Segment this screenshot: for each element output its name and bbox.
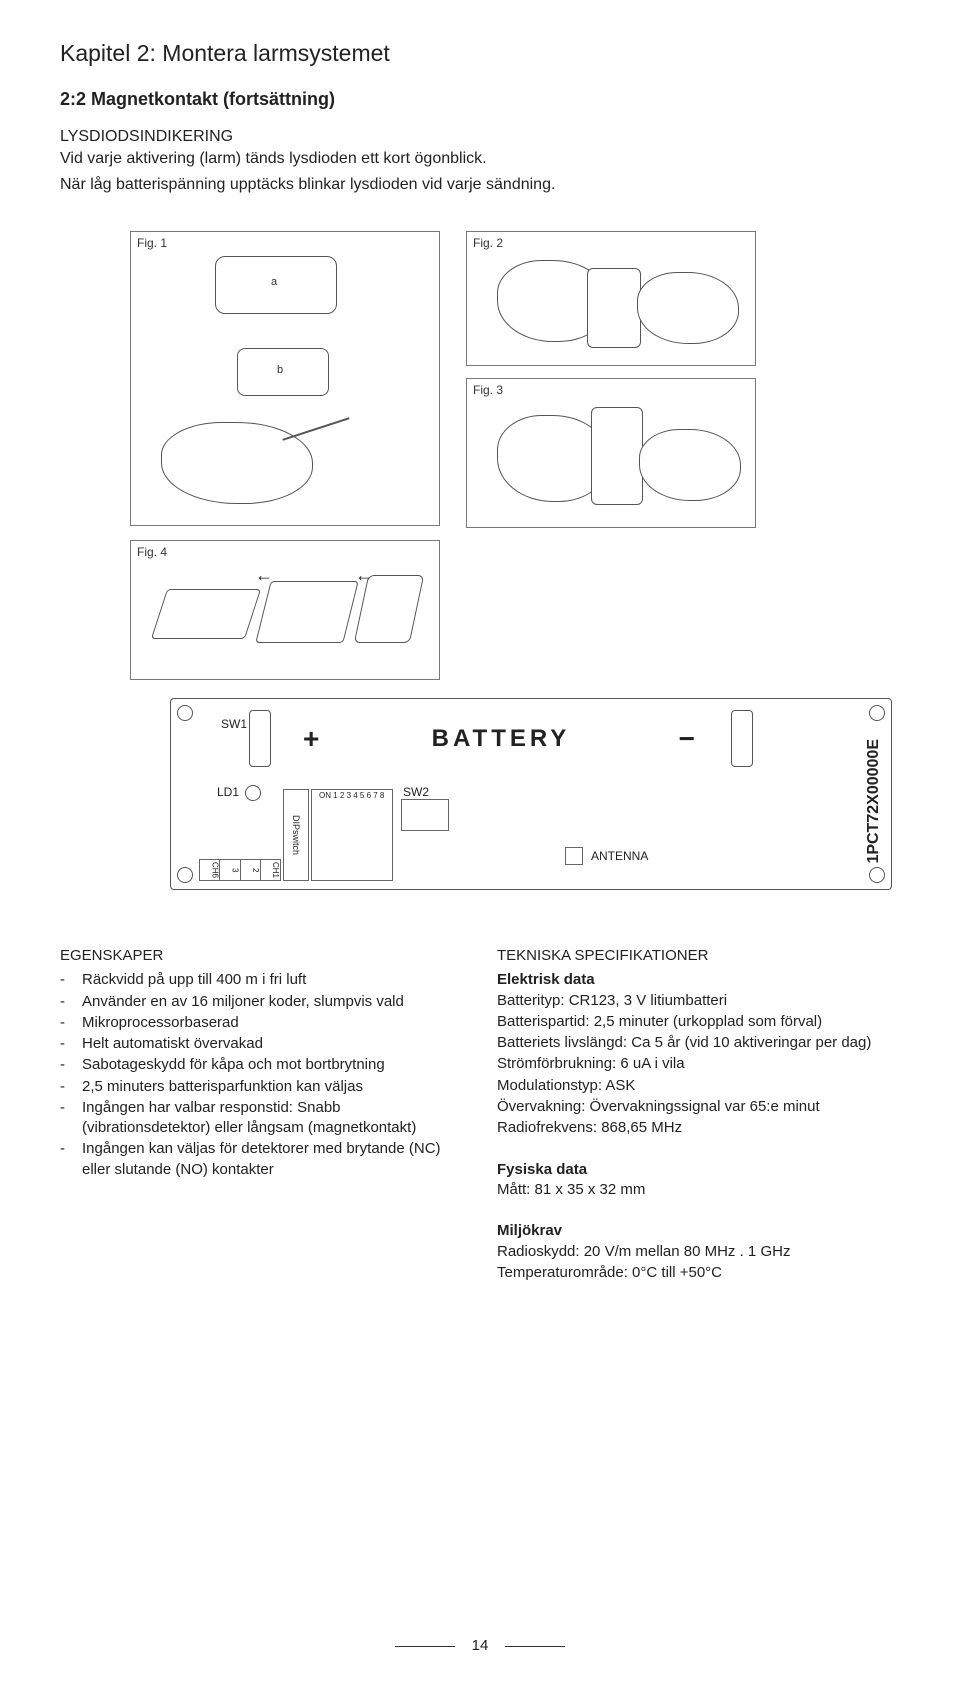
figure-4: Fig. 4 ← ← xyxy=(130,540,440,680)
pcb-diagram: SW1 LD1 SW2 + BATTERY − DIPswitch ON 1 2… xyxy=(170,698,892,890)
figures-block: Fig. 1 a b Fig. 2 Fig. 3 xyxy=(130,231,810,890)
pcb-antenna-label: ANTENNA xyxy=(591,849,648,863)
pcb-dip-block xyxy=(311,789,393,881)
led-para-1: Vid varje aktivering (larm) tänds lysdio… xyxy=(60,148,900,170)
spec-line: Batterityp: CR123, 3 V litiumbatteri xyxy=(497,991,900,1011)
pcb-sw2-box xyxy=(401,799,449,831)
tech-physical-heading: Fysiska data xyxy=(497,1160,900,1180)
pcb-dip-nums: ON 1 2 3 4 5 6 7 8 xyxy=(319,791,384,800)
spec-line: Strömförbrukning: 6 uA i vila xyxy=(497,1054,900,1074)
tech-column: TEKNISKA SPECIFIKATIONER Elektrisk data … xyxy=(497,946,900,1284)
spec-line: Övervakning: Övervakningssignal var 65:e… xyxy=(497,1097,900,1117)
figure-1-label-b: b xyxy=(277,364,283,376)
figure-1: Fig. 1 a b xyxy=(130,231,440,526)
spec-line: Modulationstyp: ASK xyxy=(497,1076,900,1096)
chapter-title: Kapitel 2: Montera larmsystemet xyxy=(60,40,900,67)
figure-2-label: Fig. 2 xyxy=(473,236,503,250)
section-title: 2:2 Magnetkontakt (fortsättning) xyxy=(60,89,900,110)
spec-line: Radiofrekvens: 868,65 MHz xyxy=(497,1118,900,1138)
pcb-sw2-label: SW2 xyxy=(403,785,429,799)
properties-heading: EGENSKAPER xyxy=(60,946,463,966)
figure-3: Fig. 3 xyxy=(466,378,756,528)
pcb-plus: + xyxy=(303,723,323,755)
figure-4-label: Fig. 4 xyxy=(137,545,167,559)
pcb-part-number: 1PCT72X00000E xyxy=(865,739,883,864)
properties-list: -Räckvidd på upp till 400 m i fri luft -… xyxy=(60,970,463,1180)
spec-line: Temperaturområde: 0°C till +50°C xyxy=(497,1263,900,1283)
tech-electric-heading: Elektrisk data xyxy=(497,970,900,990)
pcb-ld1-label: LD1 xyxy=(217,785,239,799)
pcb-battery-label: BATTERY xyxy=(432,725,571,753)
led-heading: LYSDIODSINDIKERING xyxy=(60,128,900,146)
columns: EGENSKAPER -Räckvidd på upp till 400 m i… xyxy=(60,946,900,1284)
pcb-antenna-box xyxy=(565,847,583,865)
list-item: -Mikroprocessorbaserad xyxy=(60,1013,463,1033)
tech-env-list: Radioskydd: 20 V/m mellan 80 MHz . 1 GHz… xyxy=(497,1242,900,1284)
page-number: 14 xyxy=(472,1637,489,1654)
list-item: -Helt automatiskt övervakad xyxy=(60,1034,463,1054)
page: Kapitel 2: Montera larmsystemet 2:2 Magn… xyxy=(0,0,960,1682)
led-para-2: När låg batterispänning upptäcks blinkar… xyxy=(60,174,900,196)
spec-line: Batteriets livslängd: Ca 5 år (vid 10 ak… xyxy=(497,1033,900,1053)
page-footer: 14 xyxy=(0,1637,960,1654)
pcb-sw1-label: SW1 xyxy=(221,717,247,731)
figure-1-label: Fig. 1 xyxy=(137,236,167,250)
pcb-channel-row: CH6 3 2 CH1 xyxy=(199,859,281,881)
tech-physical-list: Mått: 81 x 35 x 32 mm xyxy=(497,1180,900,1200)
list-item: -Räckvidd på upp till 400 m i fri luft xyxy=(60,970,463,990)
pcb-ch6: CH6 xyxy=(200,860,220,880)
list-item: -Använder en av 16 miljoner koder, slump… xyxy=(60,992,463,1012)
spec-line: Mått: 81 x 35 x 32 mm xyxy=(497,1180,900,1200)
properties-column: EGENSKAPER -Räckvidd på upp till 400 m i… xyxy=(60,946,463,1284)
tech-electric-list: Batterityp: CR123, 3 V litiumbatteri Bat… xyxy=(497,991,900,1139)
figure-2: Fig. 2 xyxy=(466,231,756,366)
figure-3-label: Fig. 3 xyxy=(473,383,503,397)
spec-line: Radioskydd: 20 V/m mellan 80 MHz . 1 GHz xyxy=(497,1242,900,1262)
pcb-ch1: CH1 xyxy=(261,860,280,880)
spec-line: Batterispartid: 2,5 minuter (urkopplad s… xyxy=(497,1012,900,1032)
list-item: -Ingången har valbar responstid: Snabb (… xyxy=(60,1098,463,1139)
pcb-battery: + BATTERY − xyxy=(271,711,731,766)
list-item: -2,5 minuters batterisparfunktion kan vä… xyxy=(60,1077,463,1097)
figure-1-label-a: a xyxy=(271,276,277,288)
tech-env-heading: Miljökrav xyxy=(497,1221,900,1241)
list-item: -Ingången kan väljas för detektorer med … xyxy=(60,1139,463,1180)
pcb-dipswitch-label: DIPswitch xyxy=(283,789,309,881)
pcb-ch3: 3 xyxy=(220,860,240,880)
list-item: -Sabotageskydd för kåpa och mot bortbryt… xyxy=(60,1055,463,1075)
pcb-minus: − xyxy=(679,723,699,755)
pcb-ch2: 2 xyxy=(241,860,261,880)
tech-heading: TEKNISKA SPECIFIKATIONER xyxy=(497,946,900,966)
